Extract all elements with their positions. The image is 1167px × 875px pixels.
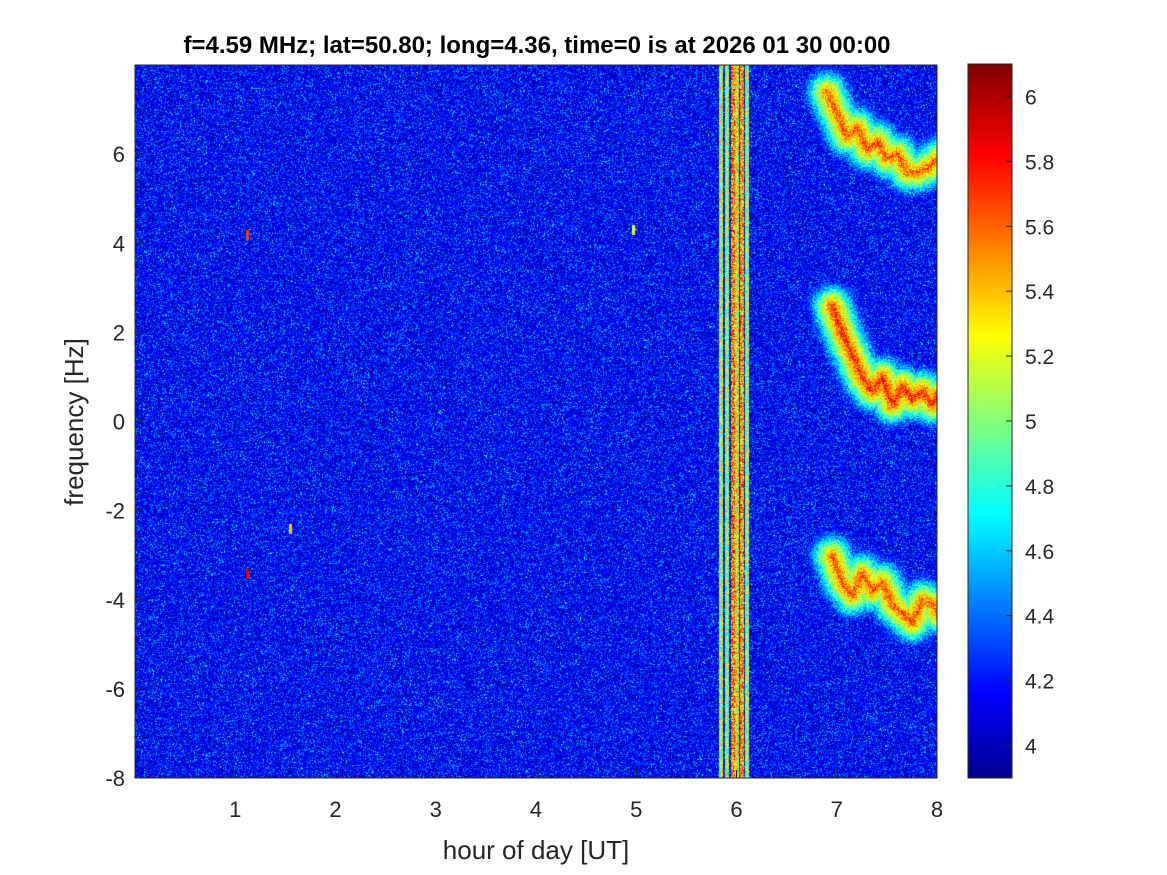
colorbar-tick-label: 5.4 (1025, 281, 1055, 304)
x-tick-label: 3 (430, 797, 442, 822)
y-axis-label: frequency [Hz] (59, 338, 89, 506)
y-tick-label: -8 (105, 766, 125, 791)
x-tick-label: 1 (229, 797, 241, 822)
colorbar-tick-label: 4.6 (1025, 541, 1054, 564)
y-axis: -8 -6 -4 -2 0 2 4 6 (105, 142, 143, 791)
colorbar-tick-label: 5.8 (1025, 151, 1054, 174)
y-tick-label: 4 (113, 231, 125, 256)
x-tick-label: 6 (730, 797, 742, 822)
colorbar-ticks: 4 4.2 4.4 4.6 4.8 5 5.2 5.4 5.6 5.8 6 (1006, 86, 1055, 759)
colorbar-tick-label: 5 (1025, 411, 1037, 434)
x-tick-label: 5 (630, 797, 642, 822)
colorbar-tick-label: 4.2 (1025, 671, 1054, 694)
x-axis: 1 2 3 4 5 6 7 8 (229, 770, 943, 822)
colorbar-tick-label: 4.8 (1025, 476, 1054, 499)
x-tick-label: 2 (329, 797, 341, 822)
colorbar-tick-label: 6 (1025, 86, 1037, 109)
x-tick-label: 4 (530, 797, 542, 822)
y-tick-label: 0 (113, 410, 125, 435)
y-tick-label: 2 (113, 320, 125, 345)
colorbar-tick-label: 4.4 (1025, 606, 1055, 629)
y-tick-label: 6 (113, 142, 125, 167)
y-tick-label: -2 (105, 499, 125, 524)
chart-title: f=4.59 MHz; lat=50.80; long=4.36, time=0… (183, 32, 890, 59)
colorbar-gradient (967, 63, 1013, 779)
heatmap-canvas (135, 65, 937, 778)
x-tick-label: 8 (931, 797, 943, 822)
colorbar: 4 4.2 4.4 4.6 4.8 5 5.2 5.4 5.6 5.8 6 (967, 63, 1055, 779)
y-tick-label: -4 (105, 588, 125, 613)
colorbar-tick-label: 5.6 (1025, 216, 1054, 239)
x-axis-label: hour of day [UT] (443, 835, 629, 865)
x-tick-label: 7 (831, 797, 843, 822)
y-tick-label: -6 (105, 677, 125, 702)
plot-area (134, 64, 938, 779)
colorbar-tick-label: 5.2 (1025, 346, 1054, 369)
colorbar-tick-label: 4 (1025, 736, 1037, 759)
